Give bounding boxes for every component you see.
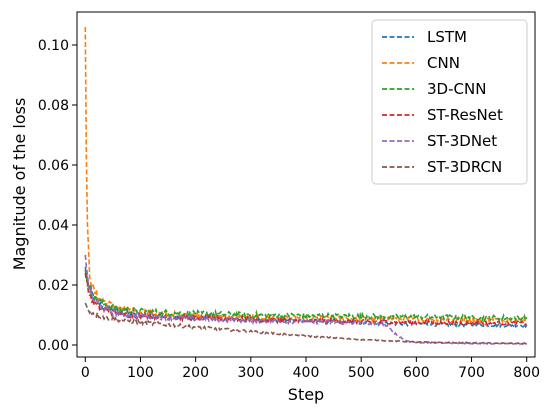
series-line-3d-cnn [84, 269, 528, 324]
x-tick-label: 100 [127, 365, 154, 381]
axes: 0 100 200 300 400 500 600 700 800 0.00 0.02 0.04 0.0… [38, 11, 540, 381]
series-line-st-3drcn [84, 302, 527, 345]
legend-entry-st-resnet: ST-ResNet [427, 106, 503, 124]
series-line-cnn [84, 26, 528, 324]
x-tick-label: 300 [237, 365, 264, 381]
y-tick-label: 0.00 [38, 338, 69, 354]
legend: LSTM CNN 3D-CNN ST-ResNet ST-3DNet ST-3DRCN [371, 19, 528, 185]
legend-entry-st-3drcn: ST-3DRCN [427, 158, 502, 176]
x-tick-label: 200 [182, 365, 209, 381]
x-tick-label: 700 [458, 365, 485, 381]
legend-entry-lstm: LSTM [427, 28, 467, 46]
legend-entry-st-3dnet: ST-3DNet [427, 132, 497, 150]
series-line-st-3dnet [84, 254, 527, 346]
y-axis-label: Magnitude of the loss [10, 98, 29, 271]
x-axis-label: Step [288, 385, 324, 404]
x-tick-label: 400 [293, 365, 320, 381]
plot-area [84, 26, 528, 346]
y-tick-label: 0.10 [38, 38, 69, 54]
x-tick-label: 600 [403, 365, 430, 381]
legend-entry-cnn: CNN [427, 54, 460, 72]
y-tick-label: 0.06 [38, 158, 69, 174]
legend-entry-3d-cnn: 3D-CNN [427, 80, 486, 98]
y-tick-label: 0.02 [38, 278, 69, 294]
y-tick-label: 0.08 [38, 98, 69, 114]
x-tick-label: 500 [348, 365, 375, 381]
x-tick-label: 800 [513, 365, 540, 381]
x-tick-label: 0 [81, 365, 90, 381]
legend-box [371, 19, 528, 185]
y-tick-label: 0.04 [38, 218, 69, 234]
